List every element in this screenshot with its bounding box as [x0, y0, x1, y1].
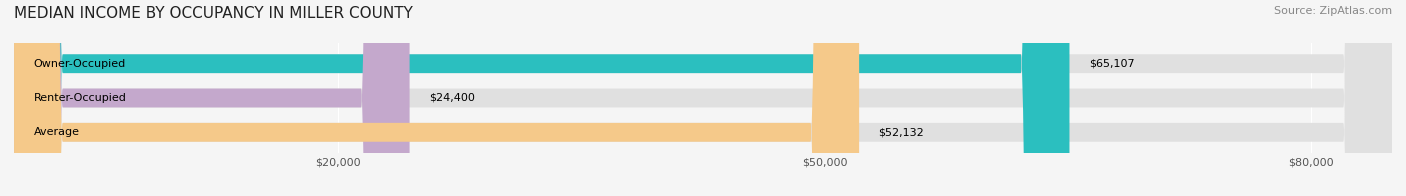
FancyBboxPatch shape [14, 0, 859, 196]
Text: Source: ZipAtlas.com: Source: ZipAtlas.com [1274, 6, 1392, 16]
Text: $52,132: $52,132 [879, 127, 924, 137]
FancyBboxPatch shape [14, 0, 1392, 196]
Text: Owner-Occupied: Owner-Occupied [34, 59, 125, 69]
Text: Renter-Occupied: Renter-Occupied [34, 93, 127, 103]
FancyBboxPatch shape [14, 0, 1392, 196]
Text: $65,107: $65,107 [1088, 59, 1135, 69]
FancyBboxPatch shape [14, 0, 1070, 196]
Text: $24,400: $24,400 [429, 93, 475, 103]
Text: Average: Average [34, 127, 80, 137]
Text: MEDIAN INCOME BY OCCUPANCY IN MILLER COUNTY: MEDIAN INCOME BY OCCUPANCY IN MILLER COU… [14, 6, 413, 21]
FancyBboxPatch shape [14, 0, 409, 196]
FancyBboxPatch shape [14, 0, 1392, 196]
